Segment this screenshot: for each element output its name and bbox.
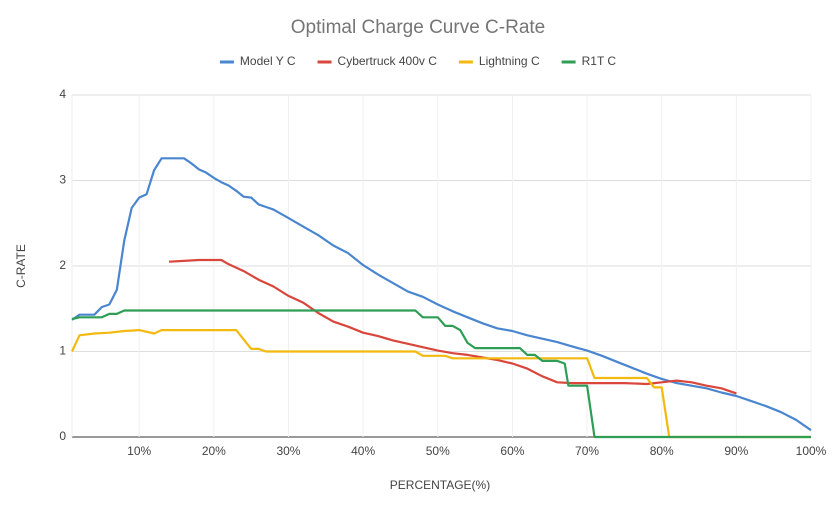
x-tick-label: 50% [426,444,450,458]
legend: Model Y C Cybertruck 400v C Lightning C R1T… [219,54,617,68]
x-axis-label: PERCENTAGE(%) [390,478,490,492]
y-axis-label: C-RATE [14,244,28,288]
legend-label: Cybertruck 400v C [338,54,438,68]
series-line [71,329,811,439]
x-tick-label: 90% [724,444,748,458]
x-tick-label: 20% [202,444,226,458]
x-tick-label: 100% [796,444,827,458]
y-tick-label: 1 [59,344,66,358]
y-tick-label: 3 [59,173,66,187]
x-tick-label: 10% [127,444,151,458]
y-tick-label: 2 [59,258,66,272]
chart-title: Optimal Charge Curve C-Rate [291,17,545,38]
series-line [168,258,737,395]
series-line [71,157,812,432]
legend-label: Lightning C [479,54,540,68]
x-tick-label: 60% [500,444,524,458]
x-tick-label: 30% [276,444,300,458]
series-line [71,309,811,439]
y-tick-label: 4 [59,87,66,101]
x-tick-label: 40% [351,444,375,458]
legend-label: R1T C [582,54,617,68]
x-tick-label: 70% [575,444,599,458]
x-tick-label: 80% [650,444,674,458]
y-tick-label: 0 [59,429,66,443]
legend-label: Model Y C [240,54,296,68]
